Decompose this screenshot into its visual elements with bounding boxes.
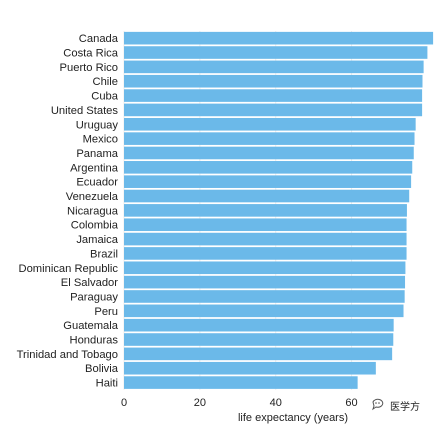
bar — [124, 175, 412, 188]
bar — [124, 74, 423, 88]
category-label: Colombia — [71, 220, 119, 232]
category-label: Honduras — [69, 335, 118, 347]
bar — [124, 361, 376, 375]
category-labels: Canada Costa Rica Puerto Rico Chile Cuba Unit… — [17, 33, 119, 389]
bar — [124, 232, 407, 246]
x-tick-label: 0 — [121, 397, 127, 409]
bar — [124, 333, 394, 346]
category-label: Argentina — [70, 162, 119, 174]
category-label: Guatemala — [63, 320, 119, 332]
category-label: Costa Rica — [63, 48, 118, 60]
bar — [124, 189, 410, 203]
category-label: Chile — [93, 76, 119, 88]
bar — [124, 275, 406, 289]
watermark-text: 医学方 — [390, 400, 420, 413]
category-label: Bolivia — [85, 363, 119, 375]
bar — [124, 347, 393, 361]
bar — [124, 204, 407, 217]
x-axis-title: life expectancy (years) — [238, 412, 348, 424]
chat-bubble-icon — [372, 398, 384, 411]
x-tick-label: 20 — [194, 397, 206, 409]
watermark: 医学方 — [372, 398, 420, 413]
category-label: Paraguay — [70, 291, 118, 303]
bar — [124, 89, 423, 102]
x-tick-label: 40 — [270, 397, 282, 409]
category-label: Nicaragua — [67, 205, 119, 217]
bar — [124, 46, 428, 59]
bar — [124, 376, 358, 389]
category-label: Ecuador — [76, 177, 118, 189]
x-tick-label: 60 — [345, 397, 357, 409]
bar — [124, 161, 413, 174]
category-label: Uruguay — [76, 119, 119, 131]
category-label: Haiti — [96, 378, 118, 390]
category-label: Panama — [76, 148, 118, 160]
bar — [124, 318, 394, 332]
bar — [124, 261, 406, 275]
bar — [124, 132, 415, 145]
bar — [124, 247, 407, 260]
category-label: El Salvador — [61, 277, 118, 289]
category-label: Puerto Rico — [60, 62, 118, 74]
bars — [124, 31, 434, 389]
category-label: Brazil — [90, 248, 118, 260]
bar — [124, 290, 405, 303]
bar — [124, 31, 434, 45]
category-label: Mexico — [83, 134, 118, 146]
category-label: Cuba — [91, 91, 119, 103]
bar — [124, 60, 424, 74]
category-label: United States — [51, 105, 119, 117]
category-label: Dominican Republic — [19, 263, 119, 275]
category-label: Canada — [79, 33, 119, 45]
bar — [124, 146, 414, 160]
category-label: Trinidad and Tobago — [17, 349, 118, 361]
x-tick-labels: 0 20 40 60 — [121, 397, 358, 409]
category-label: Jamaica — [76, 234, 118, 246]
category-label: Peru — [94, 306, 118, 318]
category-label: Venezuela — [66, 191, 119, 203]
bar — [124, 304, 404, 318]
bar — [124, 103, 423, 117]
bar — [124, 218, 407, 232]
bar — [124, 117, 416, 131]
